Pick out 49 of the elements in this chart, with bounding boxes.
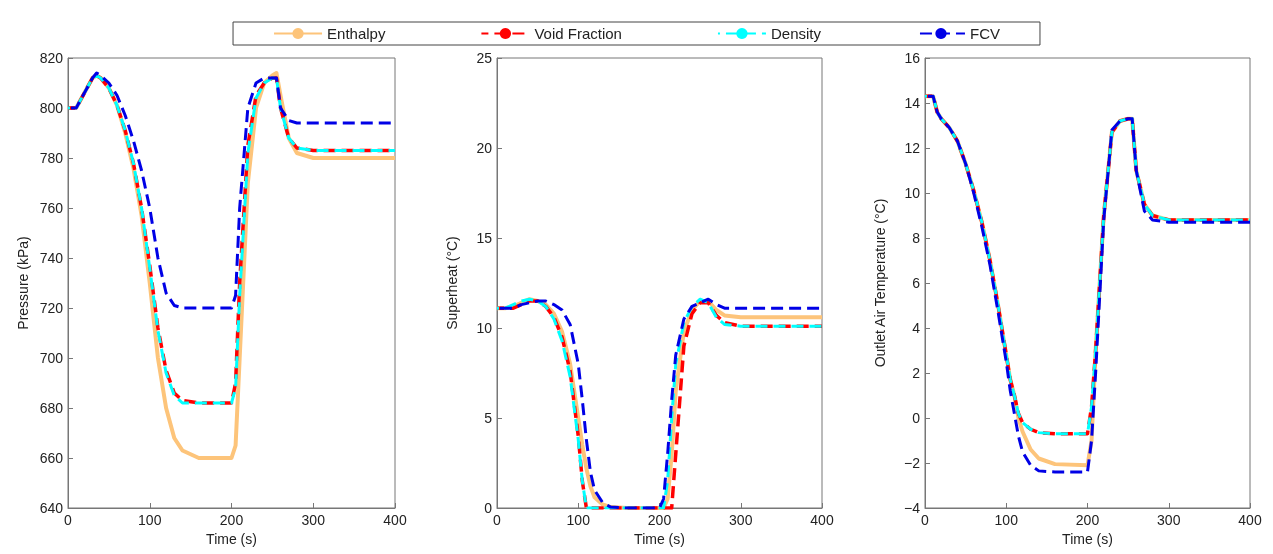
- y-tick-label: 0: [912, 410, 921, 426]
- y-tick-label: −4: [904, 500, 921, 516]
- y-axis-title: Superheat (°C): [444, 236, 460, 330]
- y-tick-label: 780: [39, 150, 64, 166]
- legend-label: FCV: [969, 25, 1000, 42]
- x-tick-label: 300: [729, 512, 753, 528]
- y-tick-label: 15: [476, 230, 493, 246]
- y-tick-label: 680: [39, 400, 64, 416]
- y-tick-label: 12: [904, 140, 921, 156]
- x-tick-label: 400: [383, 512, 407, 528]
- y-tick-label: 820: [39, 50, 64, 66]
- y-tick-label: 640: [39, 500, 64, 516]
- y-tick-label: 4: [912, 320, 921, 336]
- y-tick-label: 6: [912, 275, 921, 291]
- y-tick-label: 5: [484, 410, 493, 426]
- legend-label: Void Fraction: [534, 25, 622, 42]
- y-axis-title: Pressure (kPa): [15, 236, 31, 330]
- x-tick-label: 100: [994, 512, 1019, 528]
- y-tick-label: 2: [912, 365, 921, 381]
- y-tick-label: 740: [39, 250, 64, 266]
- y-tick-label: 10: [476, 320, 493, 336]
- x-axis-title: Time (s): [1062, 530, 1113, 547]
- x-tick-label: 200: [1075, 512, 1100, 528]
- x-tick-label: 300: [1157, 512, 1181, 528]
- legend-label: Density: [770, 25, 822, 42]
- x-tick-label: 100: [138, 512, 162, 528]
- x-tick-label: 100: [566, 512, 591, 528]
- x-tick-label: 300: [301, 512, 326, 528]
- y-tick-label: 760: [39, 200, 64, 216]
- y-tick-label: 10: [904, 185, 921, 201]
- x-axis-title: Time (s): [634, 530, 685, 547]
- y-tick-label: 700: [39, 350, 64, 366]
- y-tick-label: 14: [904, 95, 921, 111]
- x-tick-label: 200: [219, 512, 244, 528]
- y-tick-label: 0: [484, 500, 493, 516]
- y-tick-label: 8: [912, 230, 921, 246]
- y-tick-label: 16: [904, 50, 921, 66]
- y-tick-label: −2: [904, 455, 921, 471]
- x-axis-title: Time (s): [206, 530, 257, 547]
- legend-label: Enthalpy: [327, 25, 386, 42]
- y-tick-label: 20: [476, 140, 493, 156]
- y-tick-label: 720: [39, 300, 64, 316]
- x-tick-label: 400: [1238, 512, 1262, 528]
- y-tick-label: 660: [39, 450, 64, 466]
- y-axis-title: Outlet Air Temperature (°C): [872, 198, 888, 368]
- y-tick-label: 25: [476, 50, 493, 66]
- x-tick-label: 400: [810, 512, 834, 528]
- y-tick-label: 800: [39, 100, 64, 116]
- x-tick-label: 200: [647, 512, 672, 528]
